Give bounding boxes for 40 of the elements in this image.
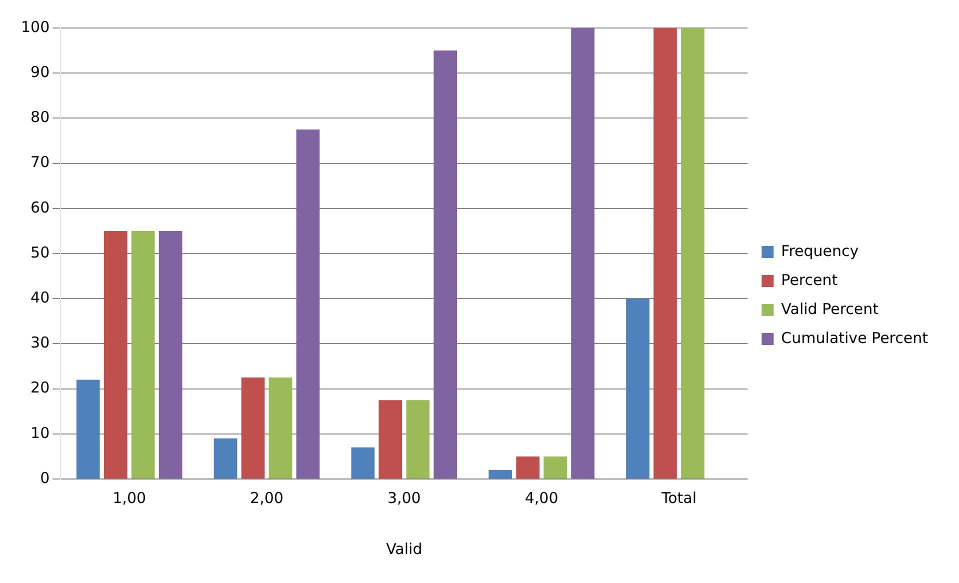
- y-tick-label: 20: [30, 378, 50, 397]
- x-tick-label: Total: [660, 488, 696, 507]
- bar: [158, 230, 182, 478]
- y-tick-label: 50: [30, 243, 50, 262]
- x-tick-label: 2,00: [250, 488, 284, 507]
- x-tick-label: 4,00: [524, 488, 558, 507]
- y-tick-label: 90: [30, 62, 50, 81]
- legend-label: Cumulative Percent: [781, 328, 928, 347]
- y-tick-label: 80: [30, 108, 50, 126]
- bar: [654, 28, 677, 478]
- bar: [544, 456, 567, 478]
- x-tick-label: 3,00: [387, 488, 421, 507]
- bar: [104, 230, 128, 478]
- bar: [406, 400, 430, 478]
- bar: [296, 129, 320, 478]
- bar: [434, 50, 458, 478]
- y-tick-label: 100: [20, 18, 50, 36]
- bar: [131, 230, 155, 478]
- y-tick-label: 10: [30, 424, 50, 442]
- bar: [378, 400, 402, 478]
- bar: [488, 470, 512, 478]
- bar: [571, 28, 594, 478]
- bar: [516, 456, 540, 478]
- y-tick-label: 70: [30, 153, 50, 172]
- bar: [626, 298, 650, 478]
- bar: [214, 438, 238, 478]
- y-tick-label: 0: [40, 468, 50, 487]
- x-axis-title: Valid: [386, 540, 422, 558]
- bar: [681, 28, 704, 478]
- x-tick-label: 1,00: [112, 488, 146, 507]
- bar: [241, 378, 265, 478]
- legend-label: Percent: [781, 270, 838, 289]
- bar: [76, 380, 100, 478]
- bar: [351, 447, 375, 478]
- y-tick-label: 60: [30, 198, 50, 216]
- legend-label: Valid Percent: [781, 300, 879, 318]
- bar: [268, 378, 292, 478]
- y-tick-label: 30: [30, 334, 50, 352]
- legend-label: Frequency: [781, 242, 859, 260]
- y-tick-label: 40: [30, 288, 50, 306]
